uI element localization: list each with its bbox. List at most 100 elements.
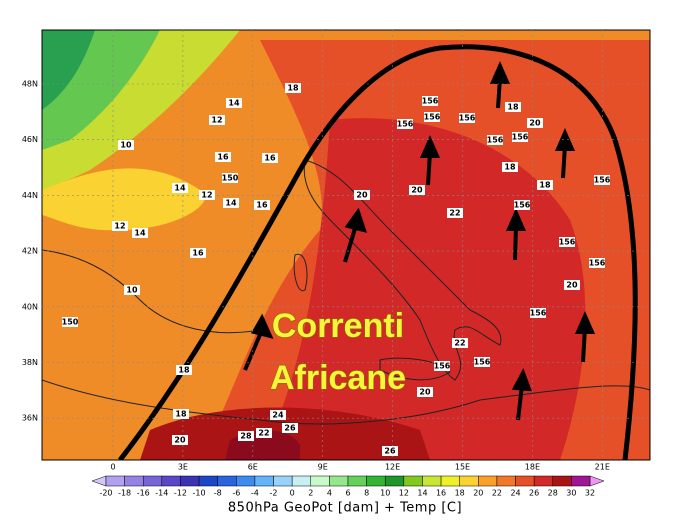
lon-label: 15E [455,463,470,472]
contour-label-box [512,132,528,142]
contour-label-box [424,112,440,122]
contour-label-box [452,338,468,348]
contour-label-box [537,180,553,190]
contour-label: 20 [566,281,578,290]
contour-label: 14 [134,229,146,238]
contour-label-box [176,365,192,375]
contour-label-box [417,387,433,397]
contour-label-box [118,140,134,150]
contour-label: 26 [384,447,396,456]
colorbar-swatch [533,475,554,487]
contour-label: 12 [201,191,212,200]
colorbar-swatch [422,475,442,487]
colorbar-swatch [515,475,535,487]
contour-label: 156 [424,113,441,122]
contour-label: 18 [178,366,190,375]
contour-label-box [172,435,188,445]
colorbar-swatch [161,475,181,487]
contour-label: 156 [474,358,491,367]
colorbar-swatch [478,475,498,487]
colorbar-label: -6 [232,489,240,498]
contour-label: 150 [62,318,79,327]
contour-label-box [382,446,398,456]
colorbar-swatch [273,475,293,487]
lon-label: 0 [110,463,115,472]
lon-label: 21E [595,463,610,472]
colorbar-label: 0 [290,489,295,498]
contour-label: 20 [419,388,431,397]
contour-label-box [238,431,254,441]
colorbar-swatch [384,475,405,487]
contour-label-box [434,361,450,371]
map-frame [41,29,651,461]
colorbar-swatch [329,475,349,487]
contour-label-box [447,208,463,218]
contour-label: 16 [217,153,229,162]
contour-label-box [530,308,546,318]
contour-label-box [514,200,530,210]
colorbar-label: -4 [251,489,259,498]
colorbar-label: 8 [364,489,369,498]
colorbar-swatch [236,475,256,487]
lat-label: 40N [22,302,38,311]
contour-label-box [527,118,543,128]
contour-label-box [502,162,518,172]
colorbar-label: 28 [548,489,558,498]
contour-label: 150 [222,174,239,183]
contour-label: 12 [211,116,222,125]
contour-label-box [487,135,503,145]
contour-label: 16 [264,154,276,163]
colorbar-swatch [366,475,386,487]
contour-label-box [589,258,605,268]
lat-label: 48N [22,80,38,89]
colorbar-label: 10 [380,489,390,498]
colorbar-label: 32 [585,489,595,498]
colorbar-swatch [459,475,479,487]
lat-label: 46N [22,135,38,144]
lat-label: 36N [22,414,38,423]
lon-label: 9E [318,463,328,472]
contour-label: 10 [120,141,132,150]
colorbar-swatch [310,475,330,487]
contour-label-box [505,102,521,112]
colorbar-label: -18 [118,489,131,498]
colorbar-label: -12 [174,489,187,498]
contour-label-box [112,221,128,231]
colorbar-label: 18 [455,489,465,498]
lon-label: 18E [525,463,540,472]
contour-label-box [199,190,215,200]
colorbar-swatch [571,475,591,487]
contour-label: 10 [126,286,138,295]
colorbar-swatch [198,475,218,487]
contour-label: 18 [539,181,551,190]
contour-label: 156 [459,114,476,123]
contour-label: 22 [454,339,465,348]
colorbar-swatch [124,475,144,487]
colorbar-swatch [105,475,125,487]
lon-label: 6E [248,463,258,472]
colorbar-label: 2 [308,489,313,498]
contour-label: 20 [174,436,186,445]
contour-label-box [474,357,490,367]
contour-label-box [564,280,580,290]
contour-label: 12 [114,222,125,231]
contour-label-box [226,98,242,108]
contour-label: 156 [594,176,611,185]
colorbar-swatch [347,475,367,487]
contour-label: 14 [174,184,186,193]
contour-label: 156 [530,309,547,318]
colorbar-swatch [291,475,312,487]
colorbar-label: -2 [270,489,278,498]
contour-label: 18 [175,410,187,419]
contour-label-box [222,173,238,183]
colorbar-label: 6 [345,489,350,498]
contour-label-box [190,248,206,258]
lat-label: 44N [22,191,38,200]
colorbar-swatch [440,475,460,487]
colorbar-swatch [496,475,516,487]
colorbar-over [589,475,605,487]
contour-label-box [397,119,413,129]
lon-label: 3E [178,463,188,472]
contour-label: 156 [422,97,439,106]
